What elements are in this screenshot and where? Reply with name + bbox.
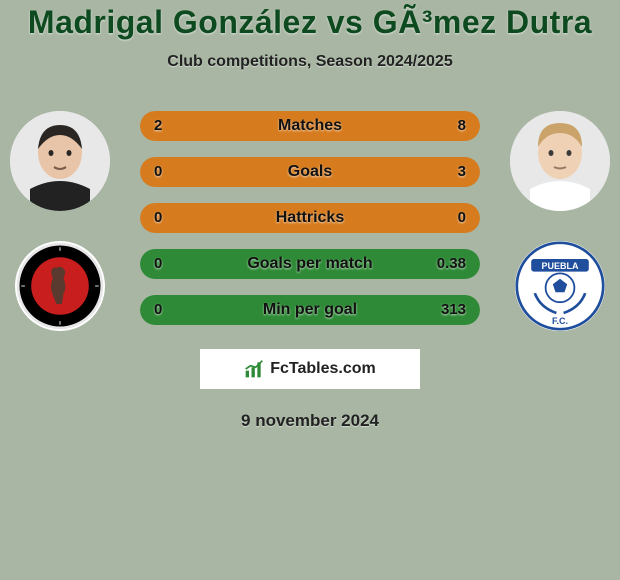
svg-text:PUEBLA: PUEBLA	[541, 261, 579, 271]
stat-bar: Goals per match0 0.38	[140, 249, 480, 279]
stat-bars: Matches28Goals03Hattricks00Goals per mat…	[140, 111, 480, 341]
watermark-text: FcTables.com	[270, 360, 376, 378]
stat-bar: Hattricks0 0	[140, 203, 480, 233]
club-right-badge: PUEBLA F.C.	[515, 241, 605, 331]
club-left-badge	[15, 241, 105, 331]
watermark: FcTables.com	[200, 349, 420, 389]
player-right-avatar	[510, 111, 610, 211]
club-left-icon	[15, 241, 105, 331]
avatar-right-icon	[510, 111, 610, 211]
stat-bar-right-value: 3	[458, 157, 466, 187]
comparison-card: Madrigal González vs GÃ³mez Dutra Club c…	[0, 0, 620, 580]
stat-bar-left-value: 0	[154, 295, 162, 325]
stat-bar-left-value: 0	[154, 203, 162, 233]
stat-bar: Min per goal0 313	[140, 295, 480, 325]
stat-bar-right-value: 8	[458, 111, 466, 141]
player-left-avatar	[10, 111, 110, 211]
stat-bar-right-value: 0.38	[437, 249, 466, 279]
stat-bar-label: Hattricks	[140, 203, 480, 233]
stat-bar-label: Min per goal	[140, 295, 480, 325]
svg-text:F.C.: F.C.	[552, 316, 568, 326]
stat-bar-left-value: 0	[154, 249, 162, 279]
chart-icon	[244, 359, 264, 379]
stat-bar-left-value: 0	[154, 157, 162, 187]
stat-bar-label: Matches	[140, 111, 480, 141]
stat-bar-right-value: 0	[458, 203, 466, 233]
date-text: 9 november 2024	[0, 411, 620, 431]
club-right-icon: PUEBLA F.C.	[515, 241, 605, 331]
avatar-left-icon	[10, 111, 110, 211]
stat-bar-right-value: 313	[441, 295, 466, 325]
content-area: PUEBLA F.C. Matches28Goals03Hattricks00G…	[0, 111, 620, 331]
page-title: Madrigal González vs GÃ³mez Dutra	[0, 0, 620, 41]
subtitle: Club competitions, Season 2024/2025	[0, 53, 620, 71]
stat-bar: Goals0 3	[140, 157, 480, 187]
stat-bar-left-value: 2	[154, 111, 162, 141]
stat-bar-label: Goals	[140, 157, 480, 187]
stat-bar-label: Goals per match	[140, 249, 480, 279]
stat-bar: Matches2 8	[140, 111, 480, 141]
